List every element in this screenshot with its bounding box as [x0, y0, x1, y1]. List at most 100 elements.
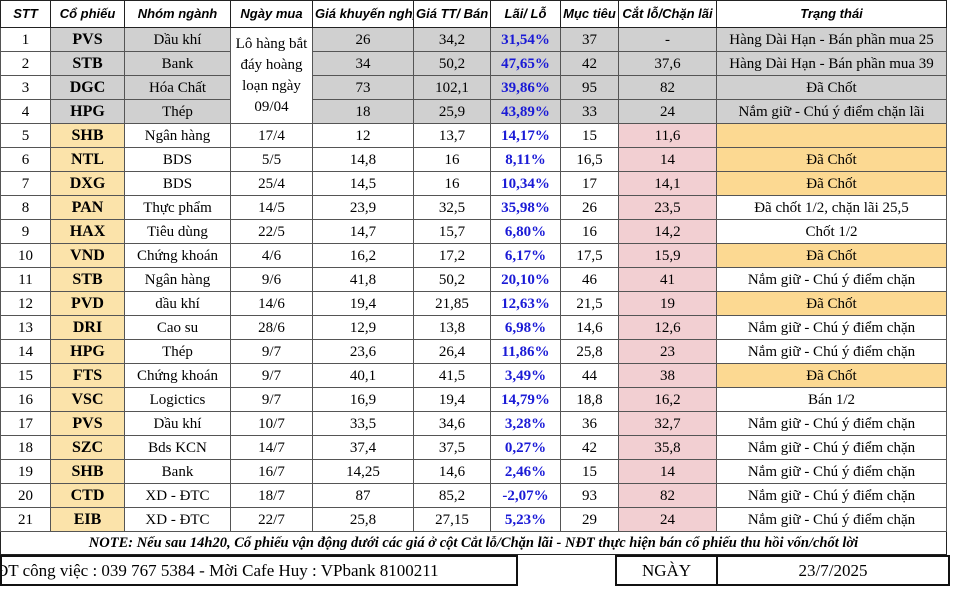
table-row: 21 EIB XD - ĐTC 22/7 25,8 27,15 5,23% 29 24 Nắm g…: [0, 507, 947, 532]
cell-stop: 14: [618, 459, 717, 484]
cell-status: Hàng Dài Hạn - Bán phần mua 39: [716, 51, 947, 76]
cell-price: 13,7: [413, 123, 491, 148]
cell-ticker: VSC: [50, 387, 125, 412]
table-row: 4 HPG Thép 18 25,9 43,89% 33 24 Nắm giữ - Chú ý …: [0, 99, 947, 124]
cell-stop: 38: [618, 363, 717, 388]
cell-ticker: DXG: [50, 171, 125, 196]
cell-rec: 14,5: [312, 171, 414, 196]
cell-stop: 11,6: [618, 123, 717, 148]
cell-target: 15: [560, 459, 619, 484]
column-header: STT: [0, 0, 51, 28]
cell-stt: 12: [0, 291, 51, 316]
cell-rec: 33,5: [312, 411, 414, 436]
cell-target: 14,6: [560, 315, 619, 340]
cell-stt: 17: [0, 411, 51, 436]
cell-date: 9/7: [230, 363, 313, 388]
cell-pnl: 3,49%: [490, 363, 561, 388]
cell-target: 42: [560, 51, 619, 76]
cell-stt: 1: [0, 27, 51, 52]
cell-ticker: FTS: [50, 363, 125, 388]
cell-ticker: STB: [50, 267, 125, 292]
stock-table: STT Cổ phiếu Nhóm ngành Ngày mua Giá khuyến …: [0, 0, 947, 555]
table-row: 11 STB Ngân hàng 9/6 41,8 50,2 20,10% 46 41 Nắm g…: [0, 267, 947, 292]
cell-stop: 24: [618, 99, 717, 124]
table-row: 9 HAX Tiêu dùng 22/5 14,7 15,7 6,80% 16 14,2 Chốt…: [0, 219, 947, 244]
cell-date: 4/6: [230, 243, 313, 268]
table-row: 8 PAN Thực phẩm 14/5 23,9 32,5 35,98% 26 23,5 Đã …: [0, 195, 947, 220]
cell-date: 22/7: [230, 507, 313, 532]
cell-status: Chốt 1/2: [716, 219, 947, 244]
cell-pnl: 39,86%: [490, 75, 561, 100]
table-row: 7 DXG BDS 25/4 14,5 16 10,34% 17 14,1 Đã Chốt: [0, 171, 947, 196]
column-header: Mục tiêu: [560, 0, 619, 28]
cell-stop: 15,9: [618, 243, 717, 268]
column-header: Trạng thái: [716, 0, 947, 28]
cell-pnl: 5,23%: [490, 507, 561, 532]
table-row: 13 DRI Cao su 28/6 12,9 13,8 6,98% 14,6 12,6 Nắm …: [0, 315, 947, 340]
cell-price: 37,5: [413, 435, 491, 460]
cell-sector: Dầu khí: [124, 411, 231, 436]
cell-rec: 18: [312, 99, 414, 124]
cell-date: 16/7: [230, 459, 313, 484]
cell-sector: Dầu khí: [124, 27, 231, 52]
cell-stop: 35,8: [618, 435, 717, 460]
cell-sector: Bds KCN: [124, 435, 231, 460]
table-row: 5 SHB Ngân hàng 17/4 12 13,7 14,17% 15 11,6: [0, 123, 947, 148]
cell-status: Nắm giữ - Chú ý điểm chặn: [716, 459, 947, 484]
cell-ticker: NTL: [50, 147, 125, 172]
cell-rec: 73: [312, 75, 414, 100]
table-row: 3 DGC Hóa Chất 73 102,1 39,86% 95 82 Đã Chốt: [0, 75, 947, 100]
cell-ticker: PVS: [50, 411, 125, 436]
cell-stt: 4: [0, 99, 51, 124]
cell-pnl: 12,63%: [490, 291, 561, 316]
cell-stop: 12,6: [618, 315, 717, 340]
cell-ticker: SHB: [50, 459, 125, 484]
cell-date: 14/7: [230, 435, 313, 460]
cell-stt: 14: [0, 339, 51, 364]
cell-stop: 23: [618, 339, 717, 364]
note: NOTE: Nếu sau 14h20, Cổ phiếu vận động d…: [0, 531, 947, 555]
cell-date: 9/7: [230, 387, 313, 412]
cell-stop: 24: [618, 507, 717, 532]
cell-status: Nắm giữ - Chú ý điểm chặn: [716, 267, 947, 292]
cell-target: 21,5: [560, 291, 619, 316]
cell-rec: 14,8: [312, 147, 414, 172]
cell-price: 50,2: [413, 267, 491, 292]
cell-target: 36: [560, 411, 619, 436]
cell-pnl: -2,07%: [490, 483, 561, 508]
cell-rec: 16,2: [312, 243, 414, 268]
cell-stt: 5: [0, 123, 51, 148]
cell-ticker: PVD: [50, 291, 125, 316]
cell-stt: 11: [0, 267, 51, 292]
cell-date: 14/6: [230, 291, 313, 316]
cell-stop: 37,6: [618, 51, 717, 76]
cell-price: 16: [413, 171, 491, 196]
cell-target: 16,5: [560, 147, 619, 172]
cell-date: 10/7: [230, 411, 313, 436]
column-header: Giá TT/ Bán: [413, 0, 491, 28]
cell-rec: 40,1: [312, 363, 414, 388]
cell-price: 41,5: [413, 363, 491, 388]
column-header: Cắt lỗ/Chặn lãi: [618, 0, 717, 28]
cell-stop: 14,2: [618, 219, 717, 244]
cell-sector: Thép: [124, 339, 231, 364]
cell-status: Đã Chốt: [716, 171, 947, 196]
column-header: Giá khuyến nghị: [312, 0, 414, 28]
cell-stt: 2: [0, 51, 51, 76]
cell-target: 33: [560, 99, 619, 124]
cell-price: 26,4: [413, 339, 491, 364]
cell-sector: BDS: [124, 171, 231, 196]
cell-sector: Chứng khoán: [124, 243, 231, 268]
cell-price: 25,9: [413, 99, 491, 124]
cell-pnl: 43,89%: [490, 99, 561, 124]
cell-target: 25,8: [560, 339, 619, 364]
cell-status: Hàng Dài Hạn - Bán phần mua 25: [716, 27, 947, 52]
cell-pnl: 20,10%: [490, 267, 561, 292]
cell-pnl: 11,86%: [490, 339, 561, 364]
cell-stt: 8: [0, 195, 51, 220]
cell-pnl: 0,27%: [490, 435, 561, 460]
cell-ticker: HPG: [50, 99, 125, 124]
table-row: 1 PVS Dầu khí Lô hàng bắt đáy hoàng loạn ng…: [0, 27, 947, 124]
cell-sector: Bank: [124, 51, 231, 76]
cell-stt: 10: [0, 243, 51, 268]
